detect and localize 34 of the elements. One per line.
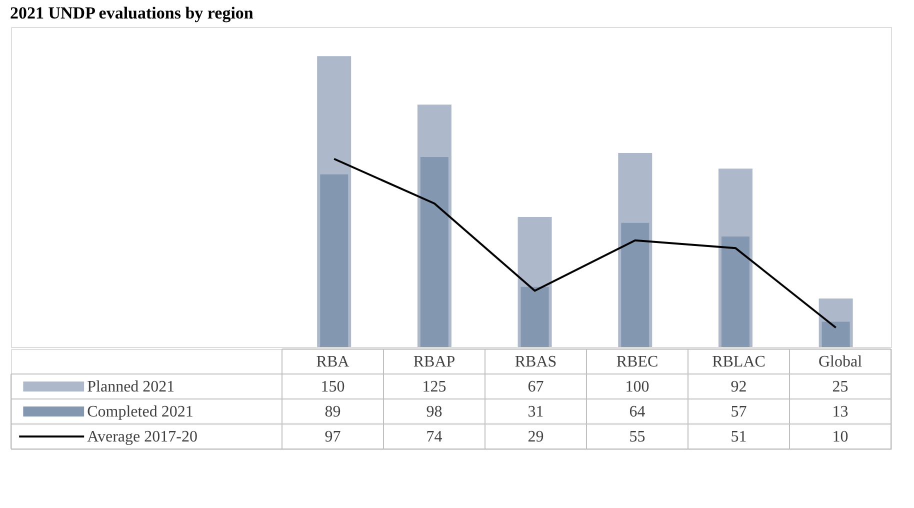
data-label: 98 <box>426 404 442 420</box>
data-label: 97 <box>324 428 341 446</box>
x-tick-label: RBA <box>316 354 350 370</box>
bar <box>721 236 750 347</box>
data-label: 100 <box>625 378 650 396</box>
data-label: 57 <box>730 404 747 420</box>
bar <box>520 286 549 347</box>
data-label: 74 <box>426 428 442 446</box>
data-label: 10 <box>832 428 848 446</box>
bar <box>420 156 448 347</box>
x-tick-label: RBEC <box>616 354 658 370</box>
text: 2021 UNDP evaluations by region <box>10 4 254 22</box>
data-label: 125 <box>422 378 446 396</box>
data-label: 67 <box>528 378 544 396</box>
x-tick-label: RBAS <box>514 354 557 370</box>
data-label: 89 <box>324 404 341 420</box>
data-label: 64 <box>629 404 646 420</box>
bar <box>621 222 650 347</box>
legend-label: Planned 2021 <box>87 378 175 396</box>
x-tick-label: Global <box>818 354 863 370</box>
x-tick-label: RBAP <box>413 354 456 370</box>
legend-label: Completed 2021 <box>87 404 194 420</box>
data-label: 150 <box>320 378 345 396</box>
data-label: 31 <box>528 404 544 420</box>
x-tick-label: RBLAC <box>712 354 766 370</box>
bar <box>822 322 850 347</box>
data-label: 29 <box>528 428 544 446</box>
data-label: 25 <box>832 378 848 396</box>
data-label: 13 <box>832 404 848 420</box>
data-label: 55 <box>629 428 646 446</box>
legend-label: Average 2017-20 <box>87 428 198 446</box>
data-label: 51 <box>730 428 747 446</box>
data-label: 92 <box>730 378 747 396</box>
bar <box>320 174 348 347</box>
